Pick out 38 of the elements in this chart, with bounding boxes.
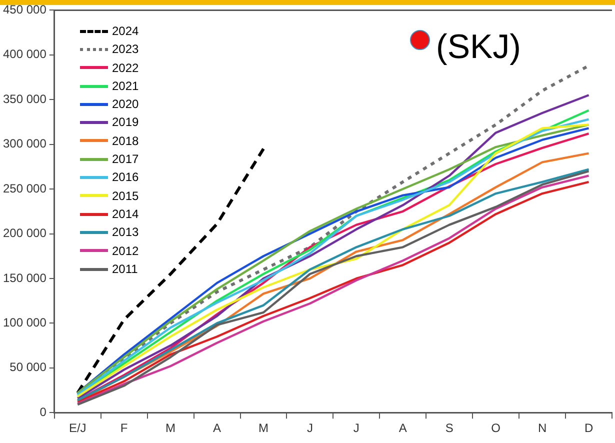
legend-label: 2022 (112, 60, 139, 77)
legend-label: 2011 (112, 260, 138, 278)
legend-label: 2017 (112, 151, 139, 168)
x-tick-label: S (445, 421, 454, 436)
y-tick-label: 400 000 (2, 47, 47, 62)
legend-label: 2024 (112, 23, 139, 40)
y-tick-label: 150 000 (2, 270, 47, 285)
x-tick-label: J (306, 421, 313, 436)
x-tick-label: N (538, 421, 547, 436)
y-tick-label: 250 000 (2, 181, 47, 196)
x-tick-label: F (120, 421, 128, 436)
legend-label: 2012 (112, 242, 139, 260)
y-tick-label: 350 000 (2, 92, 47, 106)
legend-label: 2018 (112, 132, 139, 150)
y-tick-label: 0 (40, 404, 47, 419)
legend-label: 2019 (112, 114, 139, 132)
x-tick-label: E/J (68, 421, 86, 436)
x-tick-label: J (353, 421, 360, 436)
legend-label: 2013 (112, 224, 139, 242)
y-tick-label: 300 000 (2, 136, 47, 151)
y-tick-label: 450 000 (2, 2, 47, 17)
legend-label: 2020 (112, 96, 139, 114)
annotation: (SKJ) (436, 28, 521, 67)
x-tick-label: A (398, 421, 407, 436)
x-tick-label: D (584, 421, 594, 436)
legend-label: 2021 (112, 78, 139, 95)
line-series (76, 147, 265, 394)
legend-label: 2023 (112, 41, 139, 58)
legend-label: 2014 (112, 206, 139, 223)
legend-label: 2015 (112, 188, 139, 205)
y-tick-label: 100 000 (2, 315, 47, 330)
legend-label: 2016 (112, 169, 139, 186)
y-tick-label: 200 000 (2, 226, 47, 240)
x-tick-label: M (258, 421, 268, 436)
y-tick-label: 50 000 (10, 360, 47, 374)
x-tick-label: M (166, 421, 176, 436)
x-tick-label: A (213, 421, 222, 436)
x-tick-label: O (491, 421, 500, 436)
